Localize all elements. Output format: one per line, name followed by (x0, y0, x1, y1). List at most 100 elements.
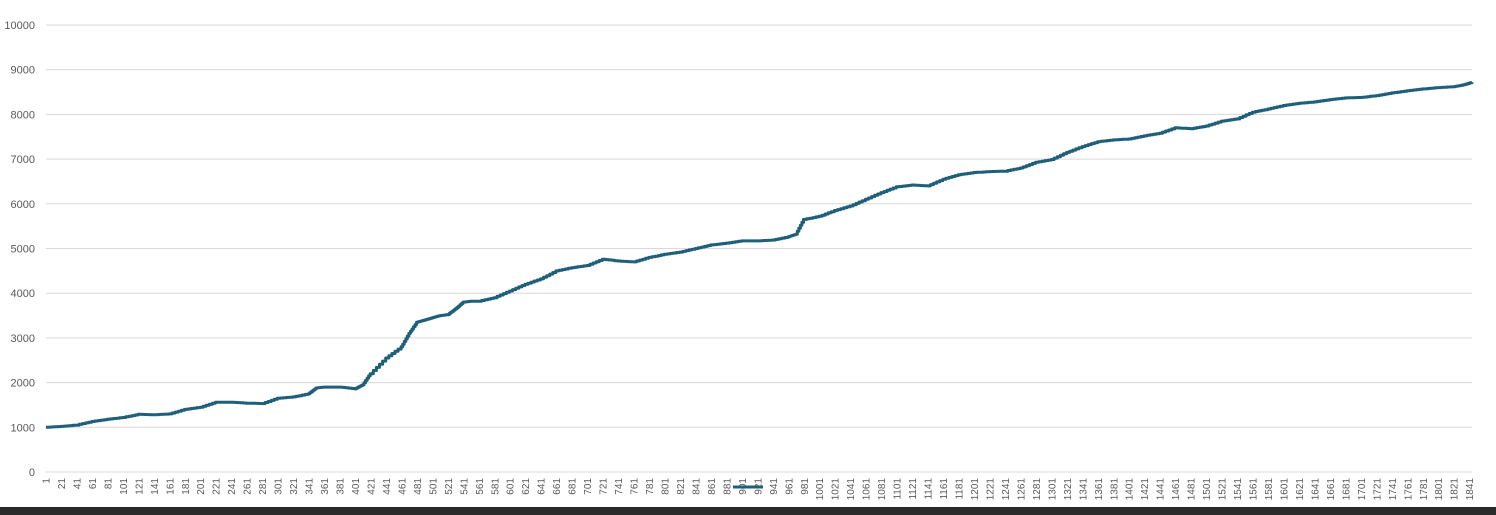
x-tick-label: 881 (722, 478, 733, 495)
x-tick-label: 121 (134, 478, 145, 495)
x-tick-label: 601 (506, 478, 517, 495)
x-tick-label: 1441 (1156, 478, 1167, 501)
x-tick-label: 1261 (1016, 478, 1027, 501)
x-tick-label: 301 (274, 478, 285, 495)
x-tick-label: 961 (784, 478, 795, 495)
x-tick-label: 521 (444, 478, 455, 495)
x-tick-label: 461 (397, 478, 408, 495)
y-tick-label: 10000 (4, 20, 35, 32)
x-tick-label: 1541 (1233, 478, 1244, 501)
x-tick-label: 1521 (1218, 478, 1229, 501)
x-tick-label: 941 (769, 478, 780, 495)
x-tick-label: 1241 (1001, 478, 1012, 501)
x-tick-label: 741 (614, 478, 625, 495)
x-tick-label: 1001 (815, 478, 826, 501)
x-tick-label: 1461 (1171, 478, 1182, 501)
x-tick-label: 1421 (1140, 478, 1151, 501)
x-tick-label: 1201 (970, 478, 981, 501)
x-tick-label: 1401 (1125, 478, 1136, 501)
y-tick-label: 1000 (11, 422, 35, 434)
y-tick-label: 7000 (11, 154, 35, 166)
y-tick-label: 4000 (11, 288, 35, 300)
series-layer (46, 81, 1474, 429)
x-tick-label: 1681 (1341, 478, 1352, 501)
x-tick-label: 1221 (985, 478, 996, 501)
x-tick-label: 401 (351, 478, 362, 495)
x-tick-label: 1021 (831, 478, 842, 501)
series-line-0 (46, 81, 1474, 429)
gridlines (46, 24, 1472, 473)
x-tick-label: 161 (165, 478, 176, 495)
x-tick-label: 1341 (1078, 478, 1089, 501)
x-tick-label: 241 (227, 478, 238, 495)
x-tick-label: 781 (645, 478, 656, 495)
y-tick-label: 5000 (11, 244, 35, 256)
x-tick-label: 1821 (1450, 478, 1461, 501)
x-tick-label: 1561 (1249, 478, 1260, 501)
x-tick-label: 201 (196, 478, 207, 495)
x-tick-label: 561 (475, 478, 486, 495)
x-tick-label: 1301 (1047, 478, 1058, 501)
y-tick-label: 2000 (11, 378, 35, 390)
x-tick-label: 281 (258, 478, 269, 495)
x-tick-label: 1601 (1279, 478, 1290, 501)
x-tick-label: 661 (552, 478, 563, 495)
x-tick-label: 1481 (1187, 478, 1198, 501)
x-tick-label: 1701 (1357, 478, 1368, 501)
x-tick-label: 841 (691, 478, 702, 495)
x-tick-label: 1661 (1326, 478, 1337, 501)
x-tick-label: 861 (707, 478, 718, 495)
x-tick-label: 361 (320, 478, 331, 495)
bottom-window-bar (0, 507, 1496, 515)
x-tick-label: 221 (212, 478, 223, 495)
x-tick-label: 61 (88, 478, 99, 490)
x-tick-label: 721 (599, 478, 610, 495)
x-tick-label: 1161 (939, 478, 950, 500)
x-tick-label: 421 (366, 478, 377, 495)
x-tick-label: 981 (800, 478, 811, 495)
x-tick-label: 1181 (955, 478, 966, 500)
x-tick-label: 441 (382, 478, 393, 495)
y-tick-label: 0 (29, 467, 35, 479)
x-tick-label: 1281 (1032, 478, 1043, 501)
x-tick-label: 821 (676, 478, 687, 495)
x-tick-label: 321 (289, 478, 300, 495)
x-axis-tick-labels: 1 21 41 61 81 101 121 141 161 181 201 221 241 261 281 3… (42, 478, 1477, 501)
x-tick-label: 41 (72, 478, 83, 490)
x-tick-label: 1041 (846, 478, 857, 501)
x-tick-label: 1081 (877, 478, 888, 501)
x-tick-label: 581 (490, 478, 501, 495)
x-tick-label: 1801 (1434, 478, 1445, 501)
x-tick-label: 381 (336, 478, 347, 495)
x-tick-label: 1621 (1295, 478, 1306, 501)
x-tick-label: 1781 (1419, 478, 1430, 501)
x-tick-label: 1121 (908, 478, 919, 500)
x-tick-label: 1141 (924, 478, 935, 500)
x-tick-label: 681 (568, 478, 579, 495)
x-tick-label: 1321 (1063, 478, 1074, 501)
x-tick-label: 81 (103, 478, 114, 490)
x-tick-label: 1761 (1403, 478, 1414, 501)
x-tick-label: 1101 (893, 478, 904, 500)
x-tick-label: 101 (119, 478, 130, 495)
y-tick-label: 9000 (11, 65, 35, 77)
x-tick-label: 1841 (1465, 478, 1476, 501)
x-tick-label: 1 (42, 478, 53, 484)
x-tick-label: 501 (428, 478, 439, 495)
x-tick-label: 1501 (1202, 478, 1213, 501)
x-tick-label: 1741 (1388, 478, 1399, 501)
x-tick-label: 341 (305, 478, 316, 495)
x-tick-label: 1381 (1109, 478, 1120, 501)
x-tick-label: 641 (537, 478, 548, 495)
x-tick-label: 1721 (1372, 478, 1383, 501)
y-tick-label: 6000 (11, 199, 35, 211)
x-tick-label: 481 (413, 478, 424, 495)
x-tick-label: 181 (181, 478, 192, 495)
x-tick-label: 141 (150, 478, 161, 495)
y-axis-tick-labels: 0 1000 2000 3000 4000 5000 6000 7000 8000 9000 100… (4, 20, 35, 479)
y-tick-label: 3000 (11, 333, 35, 345)
x-tick-label: 1581 (1264, 478, 1275, 501)
x-tick-label: 761 (630, 478, 641, 495)
x-tick-label: 1641 (1310, 478, 1321, 501)
x-tick-label: 261 (243, 478, 254, 495)
